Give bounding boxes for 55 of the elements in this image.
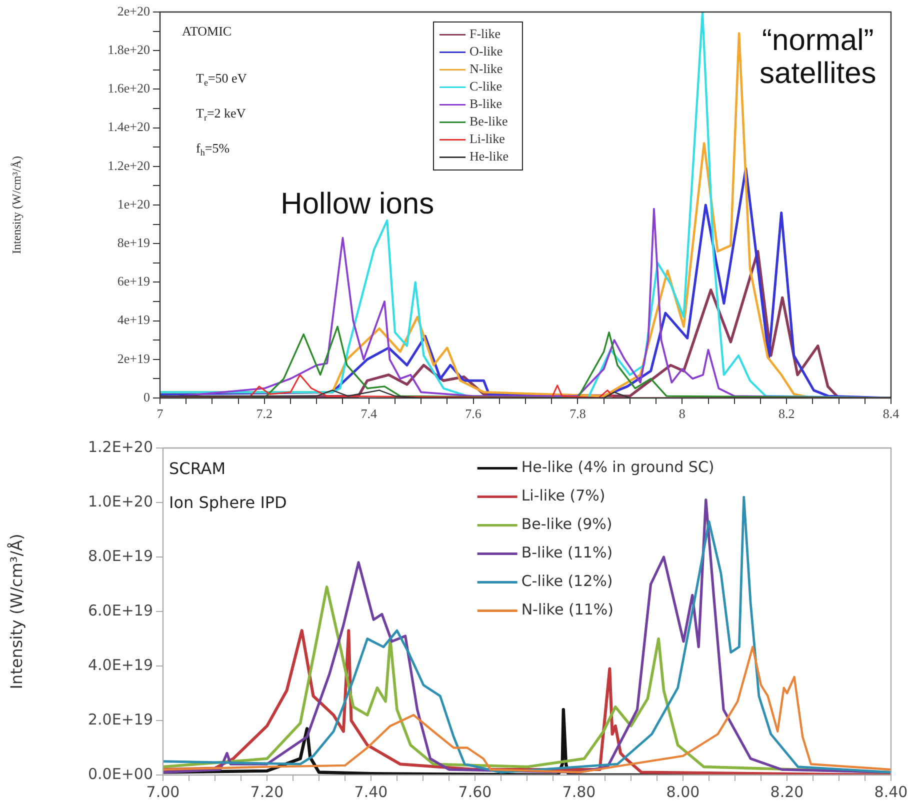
y-tick-label: 8e+19 [117, 235, 150, 250]
x-tick-label: 8.2 [778, 406, 795, 422]
x-tick-label: 8.00 [666, 782, 700, 801]
y-tick-label: 6.0E+19 [88, 601, 153, 620]
x-tick-label: 8.4 [882, 406, 900, 422]
y-tick-label: 1.2E+20 [88, 438, 153, 456]
annotation: Hollow ions [280, 187, 434, 220]
annotation: Ion Sphere IPD [169, 493, 287, 512]
y-tick-label: 1.2e+20 [108, 158, 150, 173]
legend-label: B-like [469, 96, 502, 112]
y-tick-label: 0 [144, 389, 150, 404]
y-tick-label: 4e+19 [117, 312, 150, 328]
legend-label: C-like (12%) [521, 572, 613, 590]
x-tick-label: 7.80 [562, 782, 596, 801]
y-tick-label: 8.0E+19 [88, 546, 153, 565]
y-tick-label: 2e+20 [117, 3, 150, 18]
legend-label: Li-like (7%) [521, 486, 606, 505]
y-tick-label: 1.6e+20 [108, 80, 150, 96]
legend-label: N-like [469, 61, 503, 76]
legend-label: Li-like [469, 131, 506, 146]
y-tick-label: 6e+19 [117, 274, 150, 289]
x-tick-label: 8.20 [770, 782, 804, 801]
y-axis-title: Intensity (W/cm³/Å) [9, 156, 24, 254]
legend-label: B-like (11%) [521, 544, 613, 562]
legend-label: O-like [469, 44, 503, 59]
y-tick-label: 4.0E+19 [88, 656, 153, 674]
y-tick-label: 1.4e+20 [108, 119, 150, 134]
x-tick-label: 7.60 [458, 782, 492, 801]
x-tick-label: 7.8 [570, 406, 586, 422]
x-tick-label: 7.6 [465, 406, 482, 422]
legend-label: He-like (4% in ground SC) [521, 458, 714, 476]
y-tick-label: 0.0E+00 [88, 764, 153, 783]
legend-label: N-like (11%) [521, 600, 614, 619]
x-tick-label: 7.4 [360, 406, 378, 422]
legend-label: Be-like [469, 114, 508, 129]
x-tick-label: 7.40 [354, 782, 388, 801]
legend-label: Be-like (9%) [521, 515, 612, 534]
legend-label: C-like [469, 78, 502, 94]
x-tick-label: 7 [156, 406, 164, 422]
annotation: SCRAM [169, 459, 226, 478]
y-tick-label: 1e+20 [117, 196, 150, 212]
legend-label: F-like [469, 26, 501, 42]
annotation: “normal” satellites [760, 24, 876, 90]
x-tick-label: 7.2 [256, 406, 273, 422]
y-axis-title: Intensity (W/cm³/Å) [6, 534, 26, 690]
x-tick-label: 8.40 [874, 782, 908, 801]
y-tick-label: 2e+19 [117, 350, 150, 366]
y-tick-label: 2.0E+19 [88, 710, 153, 728]
x-tick-label: 7.20 [250, 782, 284, 801]
y-tick-label: 1.0E+20 [88, 492, 153, 510]
annotation: ATOMIC [182, 23, 232, 38]
legend-label: He-like [469, 148, 509, 164]
x-tick-label: 8 [678, 406, 686, 422]
x-tick-label: 7.00 [146, 782, 180, 801]
y-tick-label: 1.8e+20 [108, 42, 150, 58]
